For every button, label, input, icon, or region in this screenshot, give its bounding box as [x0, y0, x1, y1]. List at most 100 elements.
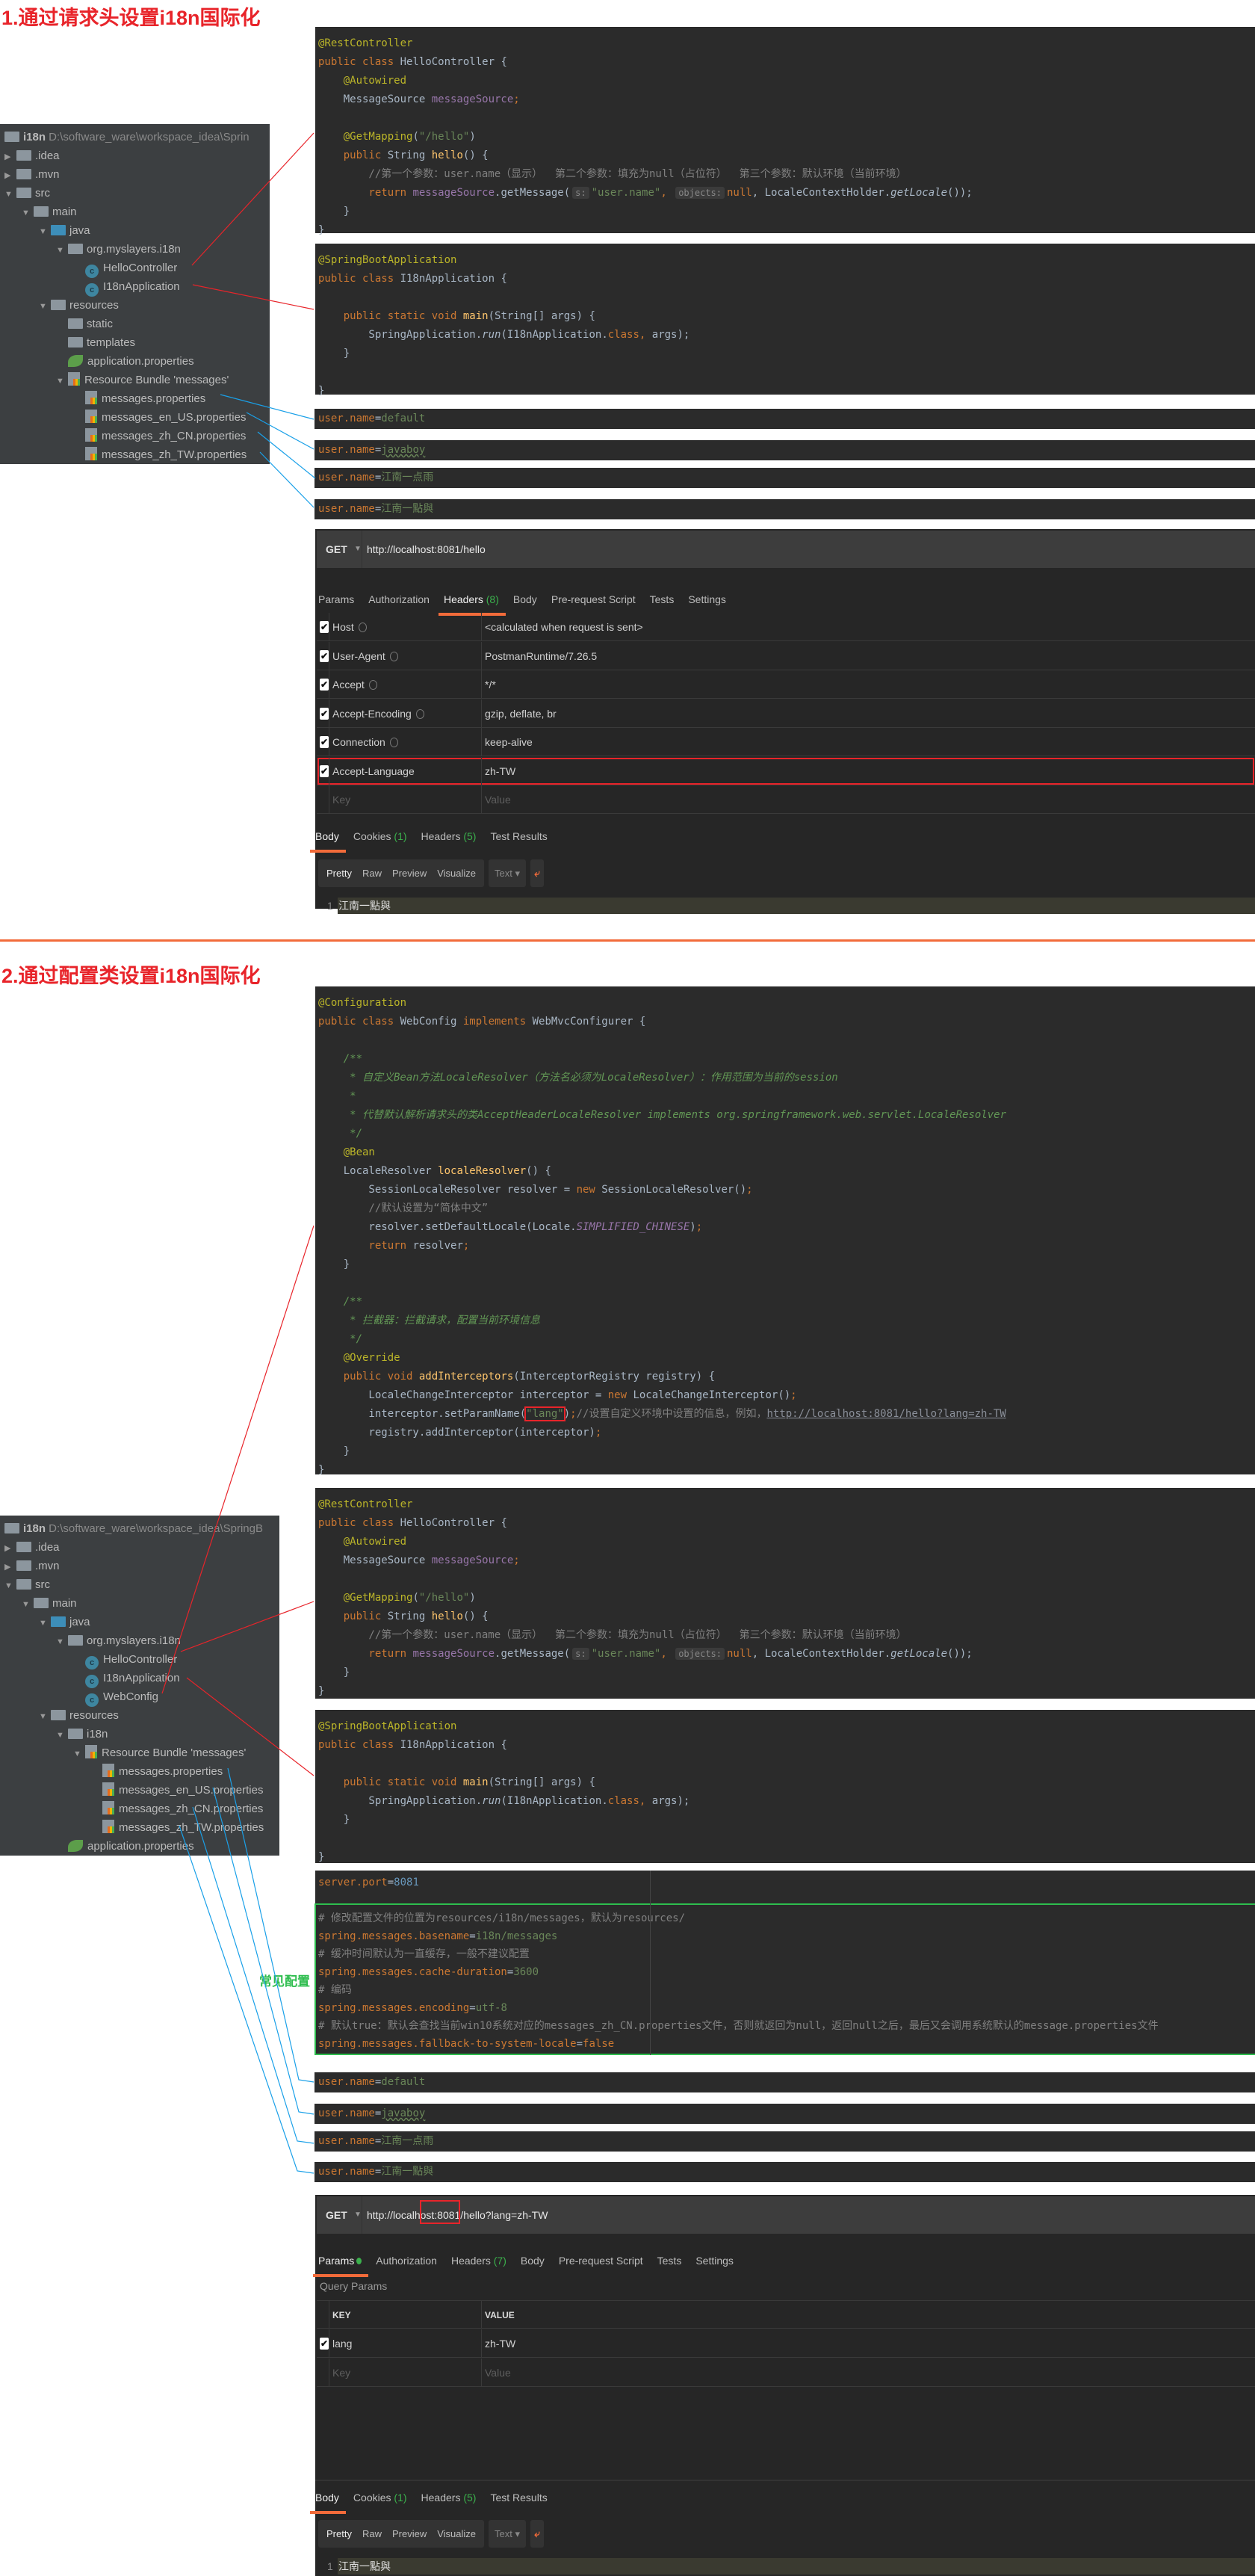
value-input[interactable]: Value: [481, 2358, 511, 2386]
tree-item[interactable]: ▶ .idea: [4, 146, 60, 165]
chevron-down-icon[interactable]: ▼: [22, 209, 30, 217]
tree-item[interactable]: ▼ src: [4, 1575, 50, 1594]
tab-body[interactable]: Body: [513, 588, 537, 611]
key-input[interactable]: Key: [332, 2366, 351, 2379]
chevron-down-icon[interactable]: ▼: [39, 1712, 47, 1721]
checkbox[interactable]: ✔: [320, 736, 329, 748]
method-select[interactable]: GET: [326, 543, 347, 555]
tree-item[interactable]: c I18nApplication: [73, 277, 180, 297]
tree-item[interactable]: messages_zh_TW.properties: [90, 1818, 264, 1837]
tree-item[interactable]: c HelloController: [73, 259, 177, 278]
checkbox[interactable]: ✔: [320, 621, 329, 633]
chevron-right-icon[interactable]: ▶: [4, 1563, 11, 1572]
tree-item[interactable]: c HelloController: [73, 1650, 177, 1670]
checkbox[interactable]: ✔: [320, 679, 329, 691]
view-preview[interactable]: Preview: [391, 2528, 427, 2539]
tree-item[interactable]: static: [56, 315, 113, 333]
tab-test-results[interactable]: Test Results: [490, 825, 547, 847]
tree-item[interactable]: ▶ .idea: [4, 1538, 60, 1557]
info-icon[interactable]: [358, 623, 367, 632]
chevron-right-icon[interactable]: ▶: [4, 152, 11, 161]
checkbox[interactable]: ✔: [320, 765, 329, 777]
tree-item[interactable]: i18n D:\software_ware\workspace_idea\Spr…: [4, 1519, 263, 1538]
info-icon[interactable]: [389, 651, 398, 661]
tree-item[interactable]: application.properties: [56, 1837, 194, 1856]
format-select[interactable]: Text ▾: [489, 2520, 527, 2548]
url-input[interactable]: http://localhost:8081/hello: [367, 543, 486, 555]
tree-item[interactable]: ▼ main: [22, 1594, 77, 1613]
url-input[interactable]: http://localhost:8081/hello?lang=zh-TW: [367, 2209, 548, 2221]
wrap-lines-icon[interactable]: ⤶: [530, 2520, 545, 2548]
view-pretty[interactable]: Pretty: [326, 868, 352, 879]
tree-item[interactable]: ▼ org.myslayers.i18n: [56, 1631, 181, 1650]
method-select[interactable]: GET: [326, 2209, 347, 2221]
tab-headers[interactable]: Headers (5): [421, 825, 477, 847]
tree-item[interactable]: c I18nApplication: [73, 1669, 180, 1688]
tree-item[interactable]: application.properties: [56, 352, 194, 371]
tab-tests[interactable]: Tests: [650, 588, 675, 611]
wrap-lines-icon[interactable]: ⤶: [530, 859, 545, 887]
tree-item[interactable]: messages_en_US.properties: [90, 1781, 263, 1800]
tab-params[interactable]: Params: [312, 2249, 369, 2277]
tree-item[interactable]: ▼ org.myslayers.i18n: [56, 240, 181, 259]
tab-headers[interactable]: Headers (8): [438, 588, 506, 616]
info-icon[interactable]: [368, 680, 377, 690]
view-preview[interactable]: Preview: [391, 868, 427, 879]
chevron-down-icon[interactable]: ▼: [4, 190, 13, 199]
info-icon[interactable]: [389, 738, 398, 747]
tree-item[interactable]: i18n D:\software_ware\workspace_idea\Spr…: [4, 128, 250, 146]
tree-item[interactable]: ▼ Resource Bundle 'messages': [73, 1743, 246, 1762]
key-input[interactable]: Key: [332, 794, 351, 806]
tree-item[interactable]: messages_en_US.properties: [73, 408, 246, 427]
view-visualize[interactable]: Visualize: [437, 2528, 477, 2539]
tree-item[interactable]: ▼ resources: [39, 296, 119, 315]
tab-body[interactable]: Body: [310, 2486, 346, 2514]
chevron-down-icon[interactable]: ▼: [4, 1581, 13, 1590]
tree-item[interactable]: ▶ .mvn: [4, 165, 60, 184]
tab-pre-request-script[interactable]: Pre-request Script: [559, 2249, 643, 2272]
chevron-down-icon[interactable]: ▼: [56, 1731, 64, 1740]
tree-item[interactable]: ▼ java: [39, 1613, 90, 1631]
tree-item[interactable]: ▶ .mvn: [4, 1557, 60, 1575]
tab-authorization[interactable]: Authorization: [376, 2249, 437, 2272]
checkbox[interactable]: ✔: [320, 649, 329, 662]
value-input[interactable]: Value: [481, 785, 511, 813]
tree-item[interactable]: messages_zh_TW.properties: [73, 445, 247, 464]
chevron-down-icon[interactable]: ▼: [56, 246, 64, 255]
info-icon[interactable]: [415, 708, 424, 719]
tab-tests[interactable]: Tests: [657, 2249, 682, 2272]
tab-body[interactable]: Body: [310, 825, 346, 853]
chevron-down-icon[interactable]: ▼: [39, 1619, 47, 1628]
chevron-down-icon[interactable]: ▼: [354, 545, 362, 553]
chevron-down-icon[interactable]: ▼: [22, 1600, 30, 1609]
tree-item[interactable]: ▼ src: [4, 184, 50, 203]
chevron-down-icon[interactable]: ▼: [73, 1749, 81, 1758]
chevron-right-icon[interactable]: ▶: [4, 171, 11, 180]
view-raw[interactable]: Raw: [362, 868, 382, 879]
view-visualize[interactable]: Visualize: [437, 868, 477, 879]
tab-cookies[interactable]: Cookies (1): [353, 2486, 407, 2509]
tab-pre-request-script[interactable]: Pre-request Script: [551, 588, 636, 611]
view-pretty[interactable]: Pretty: [326, 2528, 352, 2539]
tree-item[interactable]: ▼ Resource Bundle 'messages': [56, 371, 229, 389]
view-raw[interactable]: Raw: [362, 2528, 382, 2539]
tree-item[interactable]: ▼ main: [22, 203, 77, 221]
chevron-down-icon[interactable]: ▼: [39, 302, 47, 311]
tree-item[interactable]: c WebConfig: [73, 1687, 158, 1707]
chevron-down-icon[interactable]: ▼: [354, 2211, 362, 2219]
code-link[interactable]: http://localhost:8081/hello?lang=zh-TW: [766, 1408, 1006, 1420]
checkbox[interactable]: ✔: [320, 707, 329, 720]
tab-settings[interactable]: Settings: [688, 588, 726, 611]
tab-cookies[interactable]: Cookies (1): [353, 825, 407, 847]
tab-headers[interactable]: Headers (7): [451, 2249, 506, 2272]
tree-item[interactable]: ▼ resources: [39, 1706, 119, 1725]
tree-item[interactable]: messages.properties: [90, 1762, 223, 1781]
chevron-right-icon[interactable]: ▶: [4, 1544, 11, 1553]
format-select[interactable]: Text ▾: [489, 859, 527, 887]
tree-item[interactable]: messages_zh_CN.properties: [90, 1800, 263, 1818]
chevron-down-icon[interactable]: ▼: [39, 227, 47, 236]
tree-item[interactable]: ▼ i18n: [56, 1725, 108, 1743]
checkbox[interactable]: ✔: [320, 2338, 329, 2350]
tab-body[interactable]: Body: [521, 2249, 545, 2272]
tab-params[interactable]: Params: [318, 588, 354, 611]
